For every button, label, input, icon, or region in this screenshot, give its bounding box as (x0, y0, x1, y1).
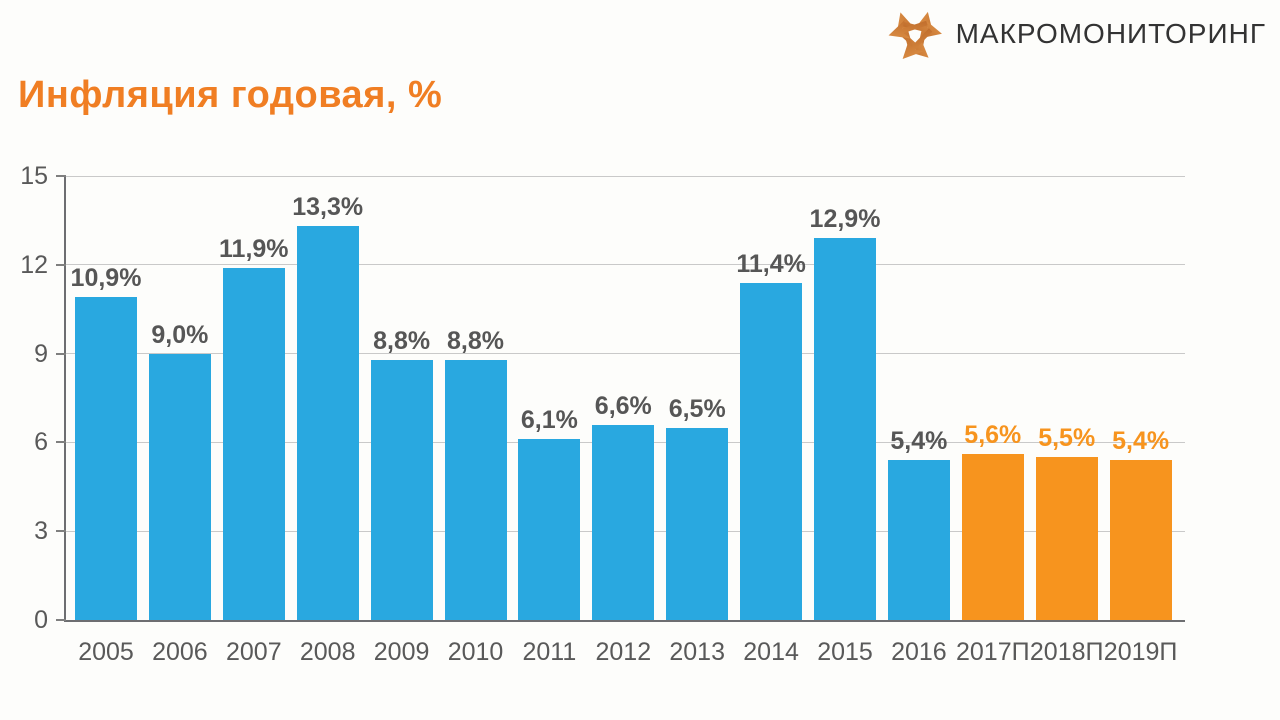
y-axis-label-6: 6 (34, 428, 48, 457)
x-axis-label-2010: 2010 (447, 638, 504, 666)
x-axis-label-2015: 2015 (817, 638, 873, 666)
bar-2011 (518, 439, 581, 620)
y-axis-label-15: 15 (20, 162, 48, 190)
bar-value-label-2016: 5,4% (890, 427, 948, 456)
x-axis-label-2017П: 2017П (956, 638, 1030, 666)
x-axis-label-2016: 2016 (891, 638, 947, 666)
bar-2018П (1035, 457, 1098, 620)
bar-value-label-2009: 8,8% (373, 326, 431, 355)
logo: МАКРОМОНИТОРИНГ (882, 4, 1266, 64)
y-axis-tick-3 (56, 530, 66, 533)
bar-value-label-2013: 6,5% (668, 394, 726, 423)
x-axis-label-2019П: 2019П (1103, 638, 1178, 666)
bar-value-label-2005: 10,9% (70, 264, 142, 293)
logo-text: МАКРОМОНИТОРИНГ (955, 18, 1266, 49)
bar-2005 (75, 297, 137, 620)
bar-2008 (296, 226, 359, 620)
bar-value-label-2019П: 5,4% (1112, 427, 1170, 456)
bar-2012 (592, 424, 655, 620)
bar-value-label-2011: 6,1% (520, 406, 578, 435)
gridline-15 (66, 175, 1185, 177)
x-axis-label-2012: 2012 (595, 638, 652, 666)
x-axis-label-2005: 2005 (78, 638, 134, 666)
y-axis-label-0: 0 (34, 606, 48, 634)
x-axis-label-2014: 2014 (743, 638, 799, 666)
gridline-12 (66, 264, 1185, 266)
y-axis-tick-0 (56, 619, 66, 621)
bar-value-label-2015: 12,9% (809, 205, 881, 234)
y-axis-tick-9 (56, 352, 66, 355)
bar-2007 (222, 267, 285, 620)
x-axis-label-2006: 2006 (152, 638, 208, 666)
bar-2013 (666, 427, 729, 620)
chart-title: Инфляция годовая, % (18, 74, 443, 116)
inflation-bar-chart-plot-area: 0 3 6 9 12 15 10,9% 2005 9,0% 2006 11,9% 2007 13,3% 2… (20, 162, 1185, 666)
x-axis-label-2007: 2007 (225, 638, 282, 666)
bar-2016 (887, 460, 950, 620)
y-axis-label-12: 12 (20, 250, 48, 279)
x-axis-label-2008: 2008 (299, 638, 356, 666)
bar-2009 (370, 359, 433, 620)
x-axis-label-2013: 2013 (669, 638, 725, 666)
x-axis-label-2011: 2011 (522, 638, 577, 666)
y-axis-label-3: 3 (34, 517, 48, 546)
bar-value-label-2007: 11,9% (219, 234, 289, 263)
y-axis-label-9: 9 (34, 339, 48, 368)
bar-2006 (148, 353, 211, 620)
y-axis-tick-15 (56, 175, 66, 177)
bar-2014 (740, 282, 803, 620)
y-axis-tick-6 (56, 441, 66, 444)
bar-value-label-2014: 11,4% (736, 249, 806, 278)
bar-2019П (1109, 460, 1172, 620)
bar-2015 (814, 238, 876, 620)
bar-value-label-2017П: 5,6% (964, 421, 1022, 450)
bar-2010 (444, 359, 507, 620)
x-axis-label-2009: 2009 (373, 638, 430, 666)
gridline-9 (66, 353, 1185, 355)
bar-value-label-2010: 8,8% (447, 326, 504, 355)
x-axis-label-2018П: 2018П (1029, 638, 1104, 666)
bar-value-label-2006: 9,0% (151, 320, 209, 349)
bar-value-label-2008: 13,3% (292, 193, 364, 222)
bar-2017П (961, 454, 1024, 620)
bar-value-label-2012: 6,6% (594, 391, 652, 420)
bar-value-label-2018П: 5,5% (1038, 424, 1096, 453)
y-axis-tick-12 (56, 263, 66, 266)
macromonitoring-arrows-logo-icon (882, 4, 948, 64)
